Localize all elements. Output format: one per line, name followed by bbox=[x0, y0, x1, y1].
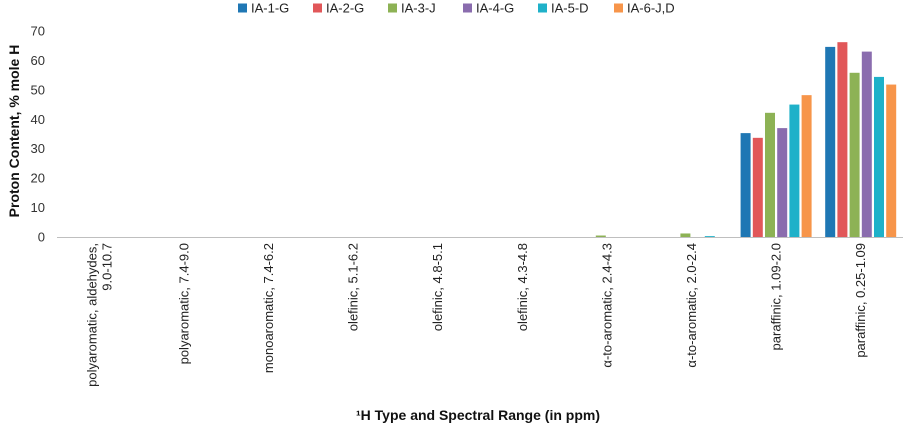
y-tick-label: 60 bbox=[31, 53, 45, 68]
x-tick-label: paraffinic, 1.09-2.0 bbox=[769, 243, 784, 350]
legend: IA-1-G IA-2-G IA-3-J IA-4-G IA-5-D IA-6-J,D bbox=[238, 1, 675, 16]
bar bbox=[886, 84, 897, 237]
x-tick-label: polyaromatic, aldehydes,9.0-10.7 bbox=[84, 243, 114, 387]
x-tick-label: olefinic, 5.1-6.2 bbox=[346, 243, 361, 331]
bar bbox=[874, 76, 884, 237]
legend-label: IA-2-G bbox=[326, 1, 364, 16]
y-tick-label: 70 bbox=[31, 24, 45, 39]
legend-item: IA-3-J bbox=[388, 1, 436, 16]
y-tick-label: 40 bbox=[31, 112, 45, 127]
bar bbox=[595, 235, 606, 237]
bar-group bbox=[595, 235, 606, 237]
y-axis: 0 10 20 30 40 50 60 70 bbox=[31, 24, 45, 245]
legend-item: IA-2-G bbox=[313, 1, 364, 16]
bar bbox=[765, 112, 775, 237]
y-tick-label: 20 bbox=[31, 171, 45, 186]
bar bbox=[740, 133, 751, 237]
legend-swatch bbox=[538, 3, 547, 13]
legend-swatch bbox=[614, 3, 623, 13]
x-tick-label: paraffinic, 0.25-1.09 bbox=[853, 243, 868, 358]
bar bbox=[825, 46, 836, 237]
bar-group bbox=[825, 42, 897, 238]
bar bbox=[704, 236, 715, 237]
y-axis-title: Proton Content, % mole H bbox=[6, 45, 22, 218]
x-tick-label: α-to-aromatic, 2.4-4.3 bbox=[599, 243, 614, 368]
legend-item: IA-1-G bbox=[238, 1, 289, 16]
x-tick-label: polyaromatic, 7.4-9.0 bbox=[176, 243, 191, 364]
x-tick-label: monoaromatic, 7.4-6.2 bbox=[261, 243, 276, 373]
x-tick-label: olefinic, 4.3-4.8 bbox=[515, 243, 530, 331]
bar bbox=[680, 233, 691, 237]
legend-swatch bbox=[463, 3, 472, 13]
x-axis: polyaromatic, aldehydes,9.0-10.7 polyarom… bbox=[57, 237, 903, 387]
y-tick-label: 50 bbox=[31, 82, 45, 97]
bar bbox=[849, 72, 860, 237]
bar-group bbox=[680, 233, 715, 237]
bars bbox=[595, 42, 897, 238]
bar-group bbox=[740, 95, 812, 238]
bar bbox=[837, 42, 848, 238]
y-tick-label: 10 bbox=[31, 200, 45, 215]
x-axis-title: ¹H Type and Spectral Range (in ppm) bbox=[356, 407, 600, 423]
bar bbox=[777, 128, 788, 237]
bar bbox=[752, 137, 763, 237]
legend-label: IA-4-G bbox=[476, 1, 514, 16]
legend-item: IA-6-J,D bbox=[614, 1, 675, 16]
bar bbox=[801, 95, 812, 238]
legend-swatch bbox=[238, 3, 247, 13]
legend-label: IA-3-J bbox=[401, 1, 436, 16]
legend-label: IA-6-J,D bbox=[627, 1, 675, 16]
y-tick-label: 0 bbox=[38, 230, 45, 245]
x-tick-label: α-to-aromatic, 2.0-2.4 bbox=[684, 243, 699, 368]
legend-label: IA-5-D bbox=[551, 1, 589, 16]
legend-item: IA-5-D bbox=[538, 1, 589, 16]
legend-label: IA-1-G bbox=[251, 1, 289, 16]
y-tick-label: 30 bbox=[31, 141, 45, 156]
bar bbox=[861, 51, 872, 237]
bar bbox=[789, 104, 800, 237]
legend-item: IA-4-G bbox=[463, 1, 514, 16]
x-tick-label: olefinic, 4.8-5.1 bbox=[430, 243, 445, 331]
legend-swatch bbox=[313, 3, 322, 13]
legend-swatch bbox=[388, 3, 397, 13]
